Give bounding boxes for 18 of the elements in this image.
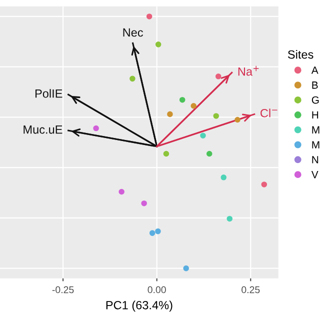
legend-label: H [312,111,318,119]
series-label: PolIE [35,89,62,98]
legend-label: G [312,96,319,104]
series-label: Na$^{+}$ [238,66,259,76]
legend-label: M [312,141,320,148]
legend-label: B [312,82,318,89]
legend-title: Sites [288,50,314,59]
x-tick-label: -0.25 [52,286,74,294]
legend-label: N [312,156,318,164]
x-axis-title: PC1 (63.4%) [106,300,172,312]
x-tick-label: 0.00 [148,286,166,294]
series-label: Nec [123,28,144,37]
x-tick-label: 0.25 [242,286,260,294]
legend-label: V [311,171,318,178]
legend-label: M [312,126,320,134]
legend-label: A [311,66,318,74]
legend-label: Cl$^{−}$ [260,108,278,118]
series-label: Muc.uE [24,125,62,134]
